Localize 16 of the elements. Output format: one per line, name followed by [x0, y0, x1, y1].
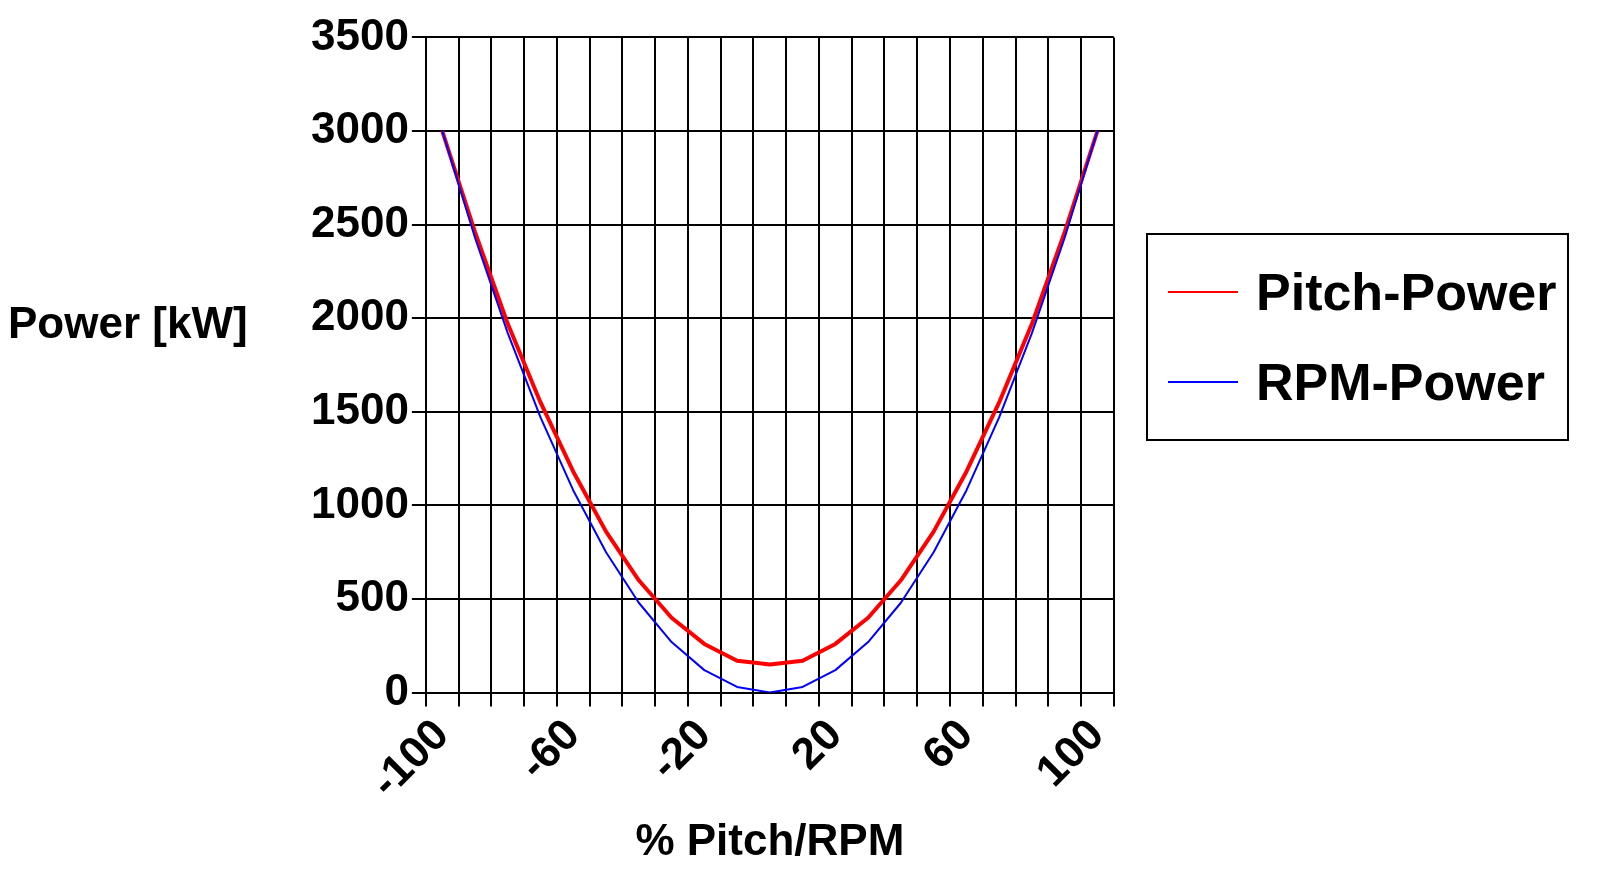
- x-tick-label: 20: [781, 708, 851, 778]
- x-tick-label: 60: [912, 708, 982, 778]
- y-tick-label: 2500: [310, 196, 409, 246]
- legend-label: Pitch-Power: [1256, 262, 1557, 322]
- x-tick-label: -60: [508, 708, 589, 789]
- y-tick-label: 500: [335, 571, 409, 621]
- x-axis-title: % Pitch/RPM: [635, 814, 905, 864]
- x-tick-label: 100: [1025, 708, 1113, 796]
- y-tick-label: 2000: [310, 290, 409, 340]
- y-tick-label: 3000: [310, 103, 409, 153]
- y-tick-label: 3500: [310, 9, 409, 59]
- x-tick-label: -20: [639, 708, 720, 789]
- legend-label: RPM-Power: [1256, 352, 1545, 412]
- y-axis-title: Power [kW]: [8, 298, 249, 348]
- y-tick-label: 1000: [310, 477, 409, 527]
- y-tick-label: 1500: [310, 383, 409, 433]
